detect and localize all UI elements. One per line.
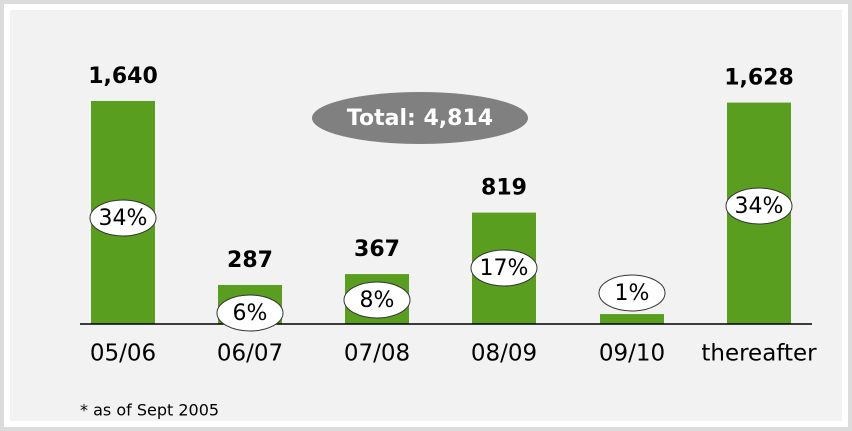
value-label: 287 — [227, 248, 273, 273]
share-label: 34% — [735, 194, 784, 219]
share-label: 17% — [480, 256, 529, 281]
value-label: 819 — [481, 176, 527, 201]
footnote: * as of Sept 2005 — [80, 401, 219, 420]
share-badge — [216, 294, 284, 332]
value-label: 1,640 — [88, 64, 158, 89]
share-badge — [343, 281, 411, 319]
x-tick-label: thereafter — [701, 341, 817, 367]
share-badge — [470, 249, 538, 287]
share-label: 6% — [233, 301, 268, 326]
x-tick-label: 08/09 — [471, 341, 537, 367]
value-label: 367 — [354, 237, 400, 262]
share-label: 1% — [615, 281, 650, 306]
bar — [600, 314, 664, 324]
total-label: Total: 4,814 — [347, 106, 493, 131]
x-tick-label: 07/08 — [344, 341, 410, 367]
share-badge — [598, 274, 666, 312]
x-tick-label: 06/07 — [217, 341, 283, 367]
share-label: 34% — [99, 206, 148, 231]
x-tick-label: 05/06 — [90, 341, 156, 367]
total-badge — [312, 92, 528, 144]
x-tick-label: 09/10 — [599, 341, 665, 367]
value-label: 1,628 — [724, 66, 794, 91]
share-badge — [725, 187, 793, 225]
share-badge — [89, 199, 157, 237]
share-label: 8% — [360, 288, 395, 313]
